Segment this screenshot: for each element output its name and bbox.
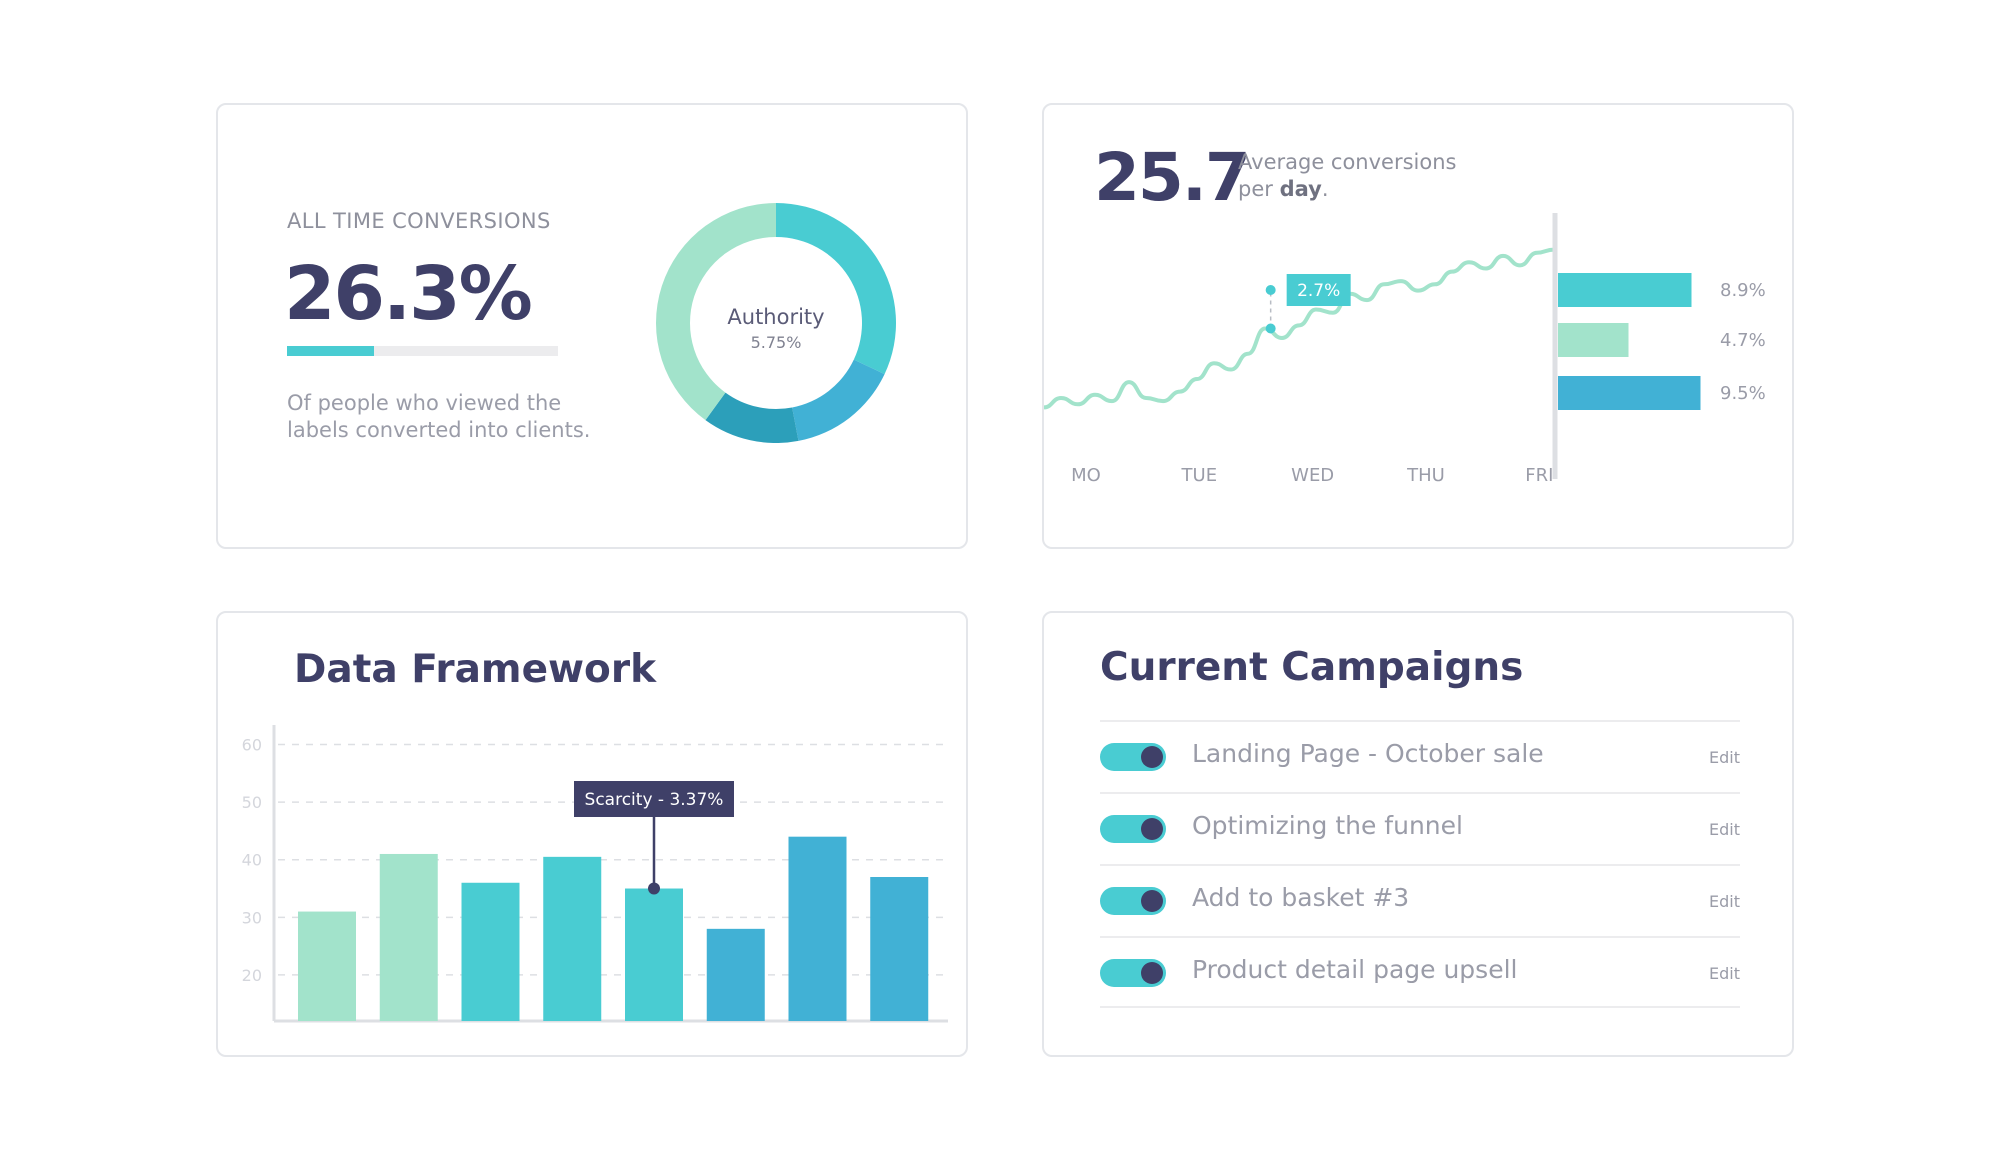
bar <box>543 856 602 1021</box>
conversions-card: ALL TIME CONVERSIONS 26.3% Of people who… <box>216 103 968 549</box>
bar-value-label: 4.7% <box>1720 330 1766 351</box>
bar <box>788 836 847 1021</box>
x-tick-label: TUE <box>1181 465 1218 486</box>
y-tick-label: 40 <box>242 851 262 870</box>
campaign-toggle[interactable] <box>1100 815 1166 843</box>
conversions-progress-fill <box>287 346 374 356</box>
toggle-knob <box>1141 746 1163 768</box>
series-line <box>1044 247 1556 410</box>
toggle-knob <box>1141 890 1163 912</box>
annotation-dot <box>1265 285 1276 295</box>
data-framework-bar-chart: 20 30 40 50 60 Scarcity - 3.37% <box>242 725 948 1023</box>
average-caption: Average conversions per day. <box>1238 149 1456 203</box>
donut-center-label: Authority <box>727 305 825 329</box>
y-tick-label: 50 <box>242 793 262 812</box>
bar <box>625 888 683 1021</box>
caption-bold: day <box>1279 177 1322 201</box>
average-conversions-card: 2.7% MO TUE WED THU FRI 8.9% 4.7% 9.5% 25.7 Aver… <box>1042 103 1794 549</box>
conversions-line-chart: 2.7% MO TUE WED THU FRI 8.9% 4.7% 9.5% <box>1044 213 1766 486</box>
toggle-knob <box>1141 962 1163 984</box>
average-caption-line2: per day. <box>1238 176 1456 203</box>
bar <box>298 911 356 1021</box>
bar <box>706 928 765 1021</box>
y-tick-label: 30 <box>242 908 262 927</box>
conversions-label: ALL TIME CONVERSIONS <box>287 209 551 233</box>
donut-slice <box>792 359 885 441</box>
edit-link[interactable]: Edit <box>1709 964 1740 983</box>
campaign-row: Landing Page - October sale Edit <box>1100 720 1740 792</box>
campaign-row: Add to basket #3 Edit <box>1100 864 1740 936</box>
campaign-label: Optimizing the funnel <box>1192 811 1463 840</box>
caption-suffix: . <box>1321 177 1329 201</box>
annotation-label: Scarcity - 3.37% <box>585 790 724 810</box>
bar-value-label: 9.5% <box>1720 383 1766 404</box>
campaigns-card: Current Campaigns Landing Page - October… <box>1042 611 1794 1057</box>
annotation-point <box>1265 323 1276 334</box>
conversions-value: 26.3% <box>284 251 533 337</box>
x-tick-label: THU <box>1406 465 1445 486</box>
donut-slice <box>776 203 896 375</box>
annotation-point <box>648 882 660 895</box>
edit-link[interactable]: Edit <box>1709 748 1740 767</box>
horizontal-bar <box>1558 323 1629 357</box>
toggle-knob <box>1141 818 1163 840</box>
campaign-row: Product detail page upsell Edit <box>1100 936 1740 1008</box>
horizontal-bar <box>1558 273 1692 307</box>
horizontal-bar <box>1558 376 1701 410</box>
caption-prefix: per <box>1238 177 1280 201</box>
edit-link[interactable]: Edit <box>1709 892 1740 911</box>
annotation-box <box>574 781 734 817</box>
campaign-label: Add to basket #3 <box>1192 883 1410 912</box>
bar <box>461 882 520 1021</box>
annotation-label: 2.7% <box>1297 281 1340 301</box>
annotation-box <box>1286 274 1351 306</box>
donut-slice <box>656 203 776 421</box>
conversions-progress-track <box>287 346 558 356</box>
x-tick-label: WED <box>1291 465 1334 486</box>
campaigns-title: Current Campaigns <box>1100 645 1524 690</box>
donut-slice <box>705 392 799 443</box>
y-tick-label: 20 <box>242 966 262 985</box>
donut-chart <box>656 203 896 443</box>
data-framework-title: Data Framework <box>294 647 657 692</box>
bar-value-label: 8.9% <box>1720 280 1766 301</box>
edit-link[interactable]: Edit <box>1709 820 1740 839</box>
campaign-toggle[interactable] <box>1100 959 1166 987</box>
x-tick-label: FRI <box>1525 465 1553 486</box>
donut-center-value: 5.75% <box>750 333 802 352</box>
average-value: 25.7 <box>1094 139 1251 216</box>
average-caption-line1: Average conversions <box>1238 150 1457 174</box>
data-framework-card: Data Framework 20 30 40 50 60 Scarcity - 3.37… <box>216 611 968 1057</box>
campaign-label: Product detail page upsell <box>1192 955 1518 984</box>
bar <box>379 853 438 1021</box>
x-tick-label: MO <box>1071 465 1101 486</box>
campaign-row: Optimizing the funnel Edit <box>1100 792 1740 864</box>
campaign-toggle[interactable] <box>1100 743 1166 771</box>
y-tick-label: 60 <box>242 736 262 755</box>
campaign-toggle[interactable] <box>1100 887 1166 915</box>
campaign-label: Landing Page - October sale <box>1192 739 1544 768</box>
conversions-description: Of people who viewed the labels converte… <box>287 391 591 442</box>
bar <box>870 877 929 1021</box>
